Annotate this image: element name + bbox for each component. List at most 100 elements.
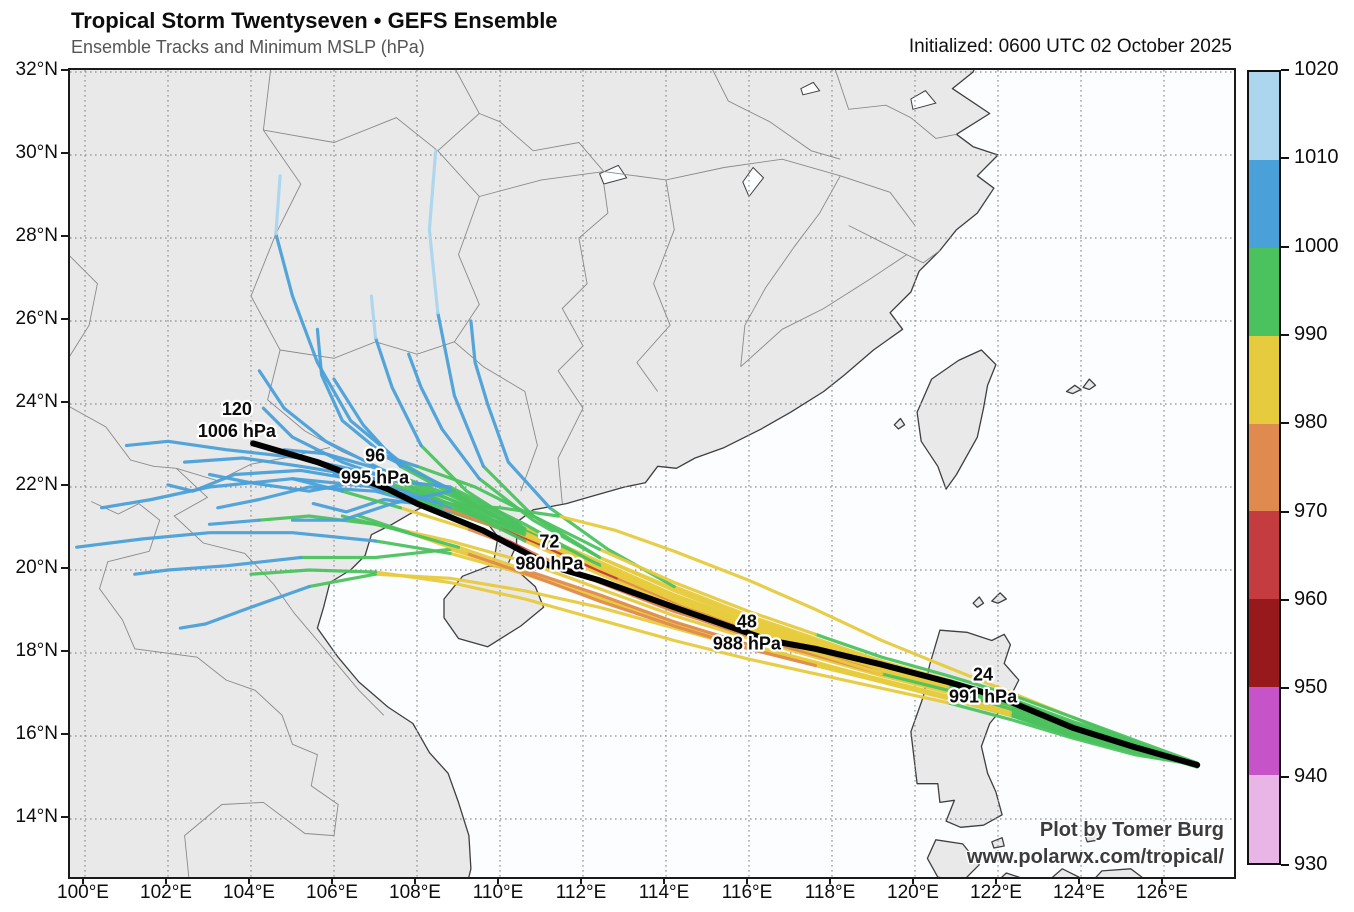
border-line-1 (437, 70, 538, 492)
border-line-7 (173, 467, 385, 716)
colorbar-tick-mark-950 (1281, 687, 1289, 690)
track-segment (369, 294, 378, 340)
y-tick-mark-30 (61, 152, 68, 154)
mean-label-120-mslp: 1006 hPa (198, 421, 277, 441)
colorbar-segment-1000-1010 (1249, 159, 1279, 248)
y-tick-label-32: 32°N (15, 59, 58, 80)
colorbar-tick-label-950: 950 (1294, 676, 1328, 699)
border-line-0 (250, 70, 306, 432)
track-segment (365, 448, 419, 468)
land-yaeyama-1 (1065, 384, 1082, 395)
border-line-8 (91, 501, 339, 877)
y-tick-label-26: 26°N (15, 308, 58, 329)
track-segment (523, 568, 751, 647)
mean-label-72-mslp: 980 hPa (515, 554, 584, 574)
x-tick-mark-124 (1078, 877, 1080, 884)
mslp-colorbar (1247, 70, 1281, 865)
mean-label-24-hour: 24 (973, 665, 993, 685)
track-segment (207, 518, 261, 526)
track-segment (448, 485, 602, 568)
x-tick-label-112: 112°E (555, 882, 607, 903)
x-tick-label-122: 122°E (970, 882, 1022, 903)
track-segment (178, 585, 311, 630)
colorbar-tick-label-1010: 1010 (1294, 146, 1339, 169)
track-segment (469, 319, 552, 510)
colorbar-tick-label-960: 960 (1294, 587, 1328, 610)
track-segment (207, 472, 452, 493)
x-tick-label-100: 100°E (57, 882, 109, 903)
x-tick-label-106: 106°E (306, 882, 358, 903)
land-taiwan (916, 349, 997, 490)
lake-taihu (910, 90, 937, 110)
track-segment (315, 327, 456, 493)
colorbar-tick-mark-1020 (1281, 69, 1289, 71)
track-segment (436, 311, 485, 468)
x-tick-label-114: 114°E (638, 882, 690, 903)
track-segment (373, 570, 950, 705)
colorbar-segment-950-960 (1249, 599, 1279, 688)
land-catanduanes (1084, 828, 1101, 843)
lake-chaohu (800, 81, 821, 96)
credit-url: www.polarwx.com/tropical/ (966, 846, 1224, 868)
y-tick-mark-16 (61, 733, 68, 735)
land-marinduque (991, 837, 1005, 849)
land-hainan (443, 565, 545, 648)
colorbar-tick-label-990: 990 (1294, 322, 1328, 345)
colorbar-tick-mark-960 (1281, 598, 1289, 601)
mean-label-24-mslp: 991 hPa (949, 687, 1018, 707)
y-tick-label-30: 30°N (15, 142, 58, 163)
track-segment (257, 514, 378, 526)
colorbar-segment-1010-1020 (1249, 72, 1279, 160)
credits: Plot by Tomer Burg www.polarwx.com/tropi… (967, 817, 1224, 871)
colorbar-tick-label-1020: 1020 (1294, 58, 1339, 80)
track-segment (75, 531, 378, 549)
x-tick-mark-112 (580, 877, 582, 884)
track-segment (946, 701, 1199, 767)
track-segment (598, 547, 817, 636)
track-segment (556, 514, 1075, 719)
mean-label-48-mslp: 988 hPa (713, 633, 782, 653)
x-tick-label-120: 120°E (887, 882, 939, 903)
track-segment (340, 514, 461, 549)
ensemble-member-25 (249, 568, 1199, 767)
y-tick-label-20: 20°N (15, 557, 58, 578)
track-segment (448, 489, 527, 536)
track-segment (407, 352, 481, 481)
land-masbate (1051, 868, 1080, 877)
track-segment (456, 545, 527, 572)
y-tick-mark-18 (61, 650, 68, 652)
track-segment (477, 477, 602, 560)
lake-dongting (598, 164, 628, 185)
colorbar-tick-mark-1000 (1281, 245, 1289, 248)
x-tick-label-110: 110°E (472, 882, 524, 903)
border-line-11 (848, 225, 941, 264)
colorbar-tick-label-930: 930 (1294, 852, 1328, 875)
colorbar-tick-mark-970 (1281, 510, 1289, 513)
y-tick-label-16: 16°N (15, 723, 58, 744)
track-segment (307, 572, 378, 589)
x-tick-label-104: 104°E (223, 882, 275, 903)
track-segment (813, 663, 1012, 717)
x-tick-mark-110 (497, 877, 499, 884)
track-segment (373, 522, 1012, 713)
border-line-4 (740, 254, 907, 368)
x-tick-label-124: 124°E (1053, 882, 1105, 903)
track-segment (398, 481, 527, 543)
y-tick-mark-24 (61, 401, 68, 403)
y-tick-mark-32 (61, 69, 68, 71)
x-tick-label-126: 126°E (1136, 882, 1188, 903)
page-title: Tropical Storm Twentyseven • GEFS Ensemb… (71, 8, 558, 33)
colorbar-segment-970-980 (1249, 423, 1279, 512)
colorbar-tick-label-980: 980 (1294, 411, 1328, 434)
x-tick-mark-106 (331, 877, 333, 884)
init-time-label: Initialized: 0600 UTC 02 October 2025 (908, 36, 1232, 57)
y-tick-label-24: 24°N (15, 391, 58, 412)
border-line-14 (70, 255, 98, 357)
mean-track (250, 440, 1201, 768)
y-tick-label-14: 14°N (15, 806, 58, 827)
mean-label-96-mslp: 995 hPa (341, 467, 410, 487)
y-tick-mark-26 (61, 318, 68, 320)
colorbar-segment-990-1000 (1249, 247, 1279, 336)
colorbar-tick-mark-990 (1281, 333, 1289, 336)
track-segment (415, 464, 602, 551)
